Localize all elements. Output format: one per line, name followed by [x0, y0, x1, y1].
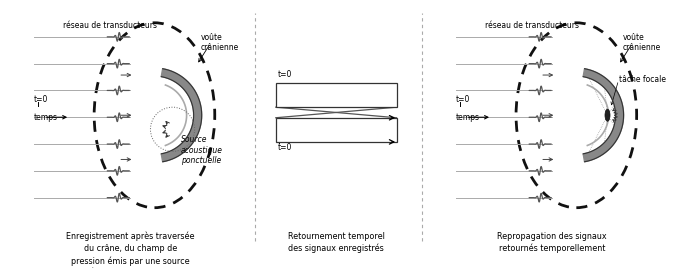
Text: Enregistrement après traversée
du crâne, du champ de
pression émis par une sourc: Enregistrement après traversée du crâne,… — [64, 232, 197, 268]
Polygon shape — [161, 69, 202, 162]
Text: tâche focale: tâche focale — [619, 75, 665, 84]
Text: t=0: t=0 — [277, 143, 292, 152]
Text: temps: temps — [456, 113, 480, 122]
Text: temps: temps — [34, 113, 58, 122]
Text: voûte
crânienne: voûte crânienne — [623, 33, 661, 52]
Text: Source
acoustique
ponctuelle: Source acoustique ponctuelle — [180, 135, 222, 165]
Text: t=0: t=0 — [456, 95, 470, 104]
Text: réseau de transducteurs: réseau de transducteurs — [485, 21, 579, 30]
Text: t=0: t=0 — [277, 69, 292, 79]
Text: t=0: t=0 — [34, 95, 48, 104]
Text: Retournement temporel
des signaux enregistrés: Retournement temporel des signaux enregi… — [287, 232, 385, 253]
Text: réseau de transducteurs: réseau de transducteurs — [63, 21, 157, 30]
Polygon shape — [583, 69, 624, 162]
Bar — [276, 83, 397, 107]
Text: Repropagation des signaux
retournés temporellement: Repropagation des signaux retournés temp… — [497, 232, 607, 253]
Ellipse shape — [605, 109, 610, 121]
Bar — [276, 118, 397, 142]
Text: voûte
crânienne: voûte crânienne — [201, 33, 239, 52]
